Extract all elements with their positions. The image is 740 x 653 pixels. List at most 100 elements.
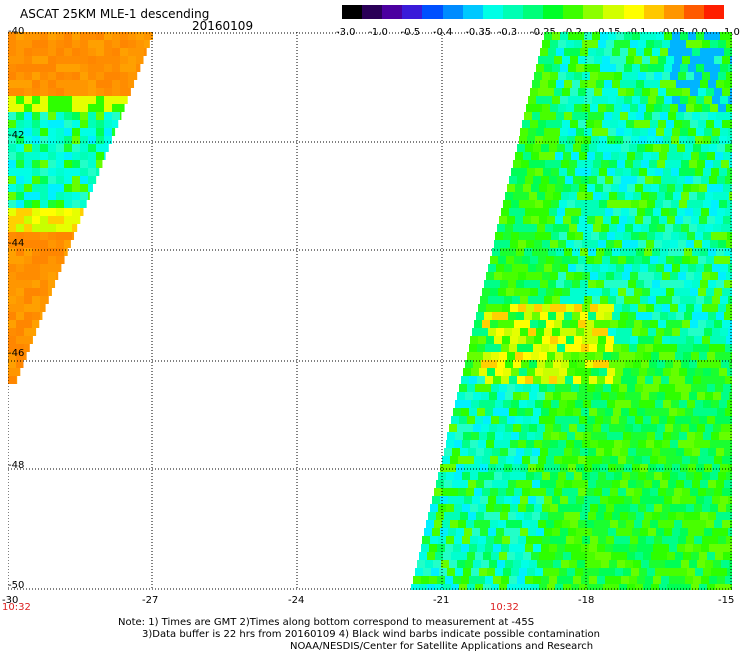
swath-cell: [32, 192, 40, 200]
swath-cell: [104, 64, 112, 72]
swath-cell: [673, 160, 681, 168]
swath-cell: [80, 104, 88, 112]
swath-cell: [700, 48, 708, 56]
swath-cell: [610, 320, 618, 328]
swath-cell: [425, 560, 433, 568]
swath-cell: [591, 432, 599, 440]
swath-cell: [728, 528, 732, 536]
swath-cell: [474, 488, 482, 496]
swath-cell: [715, 352, 723, 360]
swath-cell: [543, 136, 551, 144]
swath-cell: [541, 144, 549, 152]
swath-cell: [636, 448, 644, 456]
swath-cell: [96, 168, 99, 176]
swath-cell: [722, 456, 730, 464]
swath-cell: [563, 216, 571, 224]
swath-cell: [644, 512, 652, 520]
swath-cell: [534, 104, 542, 112]
swath-cell: [24, 192, 32, 200]
swath-cell: [722, 288, 730, 296]
swath-cell: [487, 400, 495, 408]
swath-cell: [531, 384, 539, 392]
swath-cell: [664, 128, 672, 136]
swath-cell: [80, 72, 88, 80]
swath-cell: [72, 136, 80, 144]
swath-cell: [667, 384, 675, 392]
swath-cell: [513, 160, 521, 168]
swath-cell: [40, 152, 48, 160]
swath-cell: [104, 48, 112, 56]
swath-cell: [603, 184, 611, 192]
swath-cell: [560, 128, 568, 136]
swath-cell: [532, 112, 540, 120]
swath-cell: [638, 40, 646, 48]
swath-cell: [689, 192, 697, 200]
swath-cell: [723, 384, 731, 392]
swath-cell: [533, 576, 541, 584]
swath-cell: [678, 440, 686, 448]
swath-cell: [722, 56, 730, 64]
swath-cell: [619, 216, 627, 224]
swath-cell: [439, 568, 447, 576]
swath-cell: [494, 504, 502, 512]
swath-cell: [479, 400, 487, 408]
swath-cell: [599, 168, 607, 176]
swath-cell: [463, 432, 471, 440]
swath-cell: [461, 544, 469, 552]
swath-cell: [716, 112, 724, 120]
swath-cell: [8, 144, 16, 152]
swath-cell: [513, 560, 521, 568]
swath-cell: [612, 248, 620, 256]
swath-cell: [516, 280, 524, 288]
swath-cell: [556, 80, 564, 88]
swath-cell: [654, 304, 662, 312]
swath-cell: [494, 536, 502, 544]
swath-cell: [582, 336, 590, 344]
swath-cell: [88, 184, 93, 192]
swath-cell: [24, 304, 32, 312]
swath-cell: [672, 32, 680, 40]
swath-cell: [520, 264, 528, 272]
swath-cell: [24, 216, 32, 224]
swath-cell: [456, 496, 464, 504]
swath-cell: [512, 528, 520, 536]
swath-cell: [32, 248, 40, 256]
swath-cell: [574, 440, 582, 448]
swath-cell: [452, 480, 460, 488]
swath-cell: [487, 568, 495, 576]
swath-cell: [661, 376, 669, 384]
swath-cell: [539, 552, 547, 560]
swath-cell: [112, 96, 120, 104]
swath-cell: [584, 296, 592, 304]
swath-cell: [653, 408, 661, 416]
swath-cell: [528, 328, 536, 336]
lon-label: -21: [433, 595, 449, 606]
swath-cell: [710, 240, 718, 248]
swath-cell: [682, 488, 690, 496]
swath-cell: [524, 480, 532, 488]
swath-cell: [640, 96, 648, 104]
swath-cell: [48, 64, 56, 72]
swath-cell: [554, 256, 562, 264]
swath-cell: [504, 464, 512, 472]
swath-cell: [484, 512, 492, 520]
swath-cell: [56, 56, 64, 64]
swath-cell: [48, 240, 56, 248]
swath-cell: [680, 496, 688, 504]
swath-cell: [617, 192, 625, 200]
swath-cell: [723, 552, 731, 560]
swath-cell: [561, 424, 569, 432]
swath-cell: [614, 104, 622, 112]
swath-cell: [478, 336, 486, 344]
swath-cell: [558, 240, 566, 248]
swath-cell: [645, 576, 653, 584]
swath-cell: [24, 352, 27, 360]
swath-cell: [589, 144, 597, 152]
swath-cell: [454, 472, 462, 480]
swath-cell: [729, 192, 732, 200]
swath-cell: [696, 496, 704, 504]
swath-cell: [538, 88, 546, 96]
swath-cell: [594, 520, 602, 528]
swath-cell: [564, 480, 572, 488]
swath-cell: [727, 168, 732, 176]
